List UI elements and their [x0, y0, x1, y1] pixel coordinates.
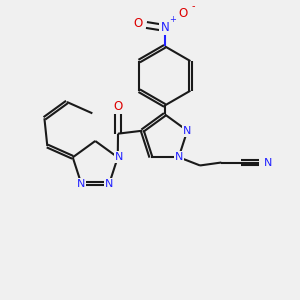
- Text: O: O: [113, 100, 123, 113]
- Text: O: O: [134, 17, 143, 30]
- Text: +: +: [169, 15, 176, 24]
- Text: N: N: [183, 126, 191, 136]
- Text: -: -: [191, 1, 195, 11]
- Text: N: N: [175, 152, 183, 162]
- Text: N: N: [77, 179, 86, 189]
- Text: N: N: [160, 21, 169, 34]
- Text: O: O: [178, 7, 187, 20]
- Text: N: N: [115, 152, 123, 162]
- Text: N: N: [105, 179, 113, 189]
- Text: N: N: [264, 158, 272, 167]
